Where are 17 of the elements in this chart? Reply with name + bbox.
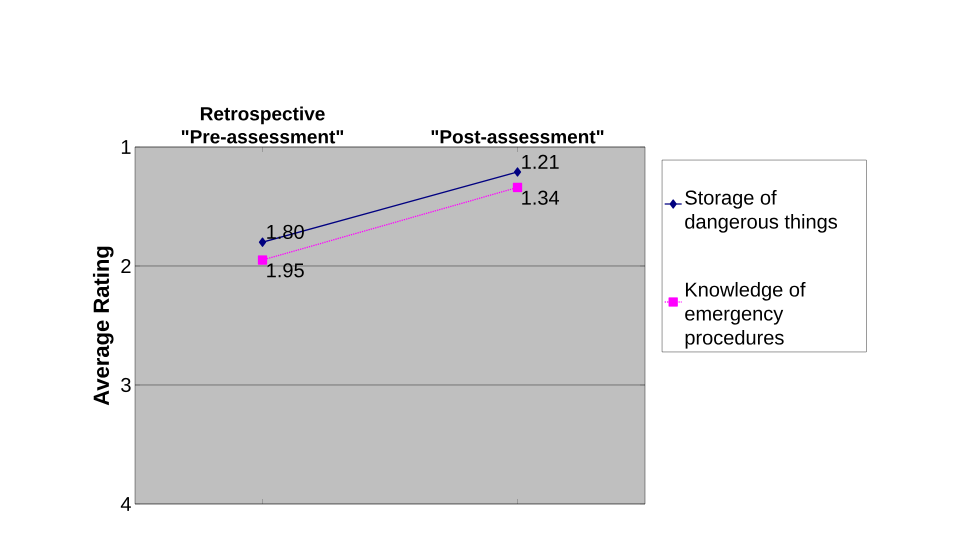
x-tick-label: Retrospective "Pre-assessment": [182, 106, 344, 144]
data-label: 1.21: [522, 154, 559, 169]
point: [258, 255, 268, 265]
y-tick-label: 1: [122, 140, 131, 154]
y-axis-title: Average Rating: [92, 246, 114, 406]
legend-label: Storage of dangerous things: [685, 190, 838, 233]
y-tick-label: 4: [120, 497, 131, 511]
data-label: 1.80: [267, 224, 304, 239]
y-tick-label: 2: [121, 259, 130, 273]
point: [258, 238, 266, 247]
point: [512, 182, 522, 192]
legend-label: Knowledge of emergency procedures: [685, 282, 806, 349]
point: [514, 167, 522, 177]
data-label: 1.34: [522, 190, 560, 205]
x-tick-label: "Post-assessment": [432, 130, 604, 144]
y-tick-label: 3: [121, 378, 131, 392]
data-label: 1.95: [267, 263, 304, 278]
